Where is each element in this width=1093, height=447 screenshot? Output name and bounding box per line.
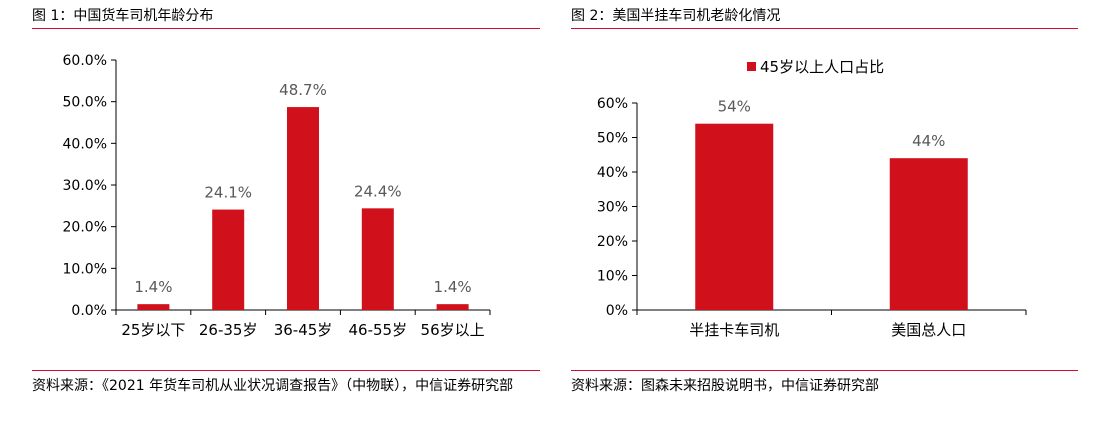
y-tick-label: 20% (597, 234, 628, 250)
figure-1-source-rule (32, 370, 540, 371)
age-distribution-chart: 0.0% 10.0% 20.0% 30.0% 40.0% 50.0% 60.0% 1.4% 25… (63, 53, 491, 339)
legend: 45岁以上人口占比 (747, 58, 884, 76)
figure-2-source-rule (571, 370, 1078, 371)
bar-3 (287, 107, 319, 310)
y-tick-label: 0% (606, 303, 628, 319)
y-tick-label: 60.0% (63, 53, 107, 69)
legend-swatch (747, 62, 756, 71)
y-tick-label: 40% (597, 165, 628, 181)
data-label: 1.4% (134, 278, 172, 296)
y-tick-label: 10% (597, 269, 628, 285)
bar-2 (889, 158, 968, 310)
figure-2-panel: 图 2：美国半挂车司机老龄化情况 0% 10% 20% 30% 40% 50% 60% 54%… (566, 0, 1093, 447)
data-label: 24.1% (204, 184, 252, 202)
y-tick-label: 0.0% (71, 303, 107, 319)
category-label: 美国总人口 (891, 321, 966, 339)
figure-2-title-rule (571, 28, 1078, 29)
category-label: 36-45岁 (274, 321, 333, 339)
bar-2 (212, 209, 245, 310)
category-label: 半挂卡车司机 (689, 321, 779, 339)
figure-1-title-rule (32, 28, 540, 29)
y-tick-label: 30.0% (63, 178, 107, 194)
figure-1-title: 图 1：中国货车司机年龄分布 (32, 8, 214, 24)
figure-2-source: 资料来源：图森未来招股说明书，中信证券研究部 (571, 378, 879, 394)
category-label: 46-55岁 (349, 321, 408, 339)
legend-label: 45岁以上人口占比 (760, 58, 884, 76)
data-label: 44% (912, 132, 945, 150)
y-tick-label: 30% (597, 200, 628, 216)
y-tick-label: 50.0% (63, 95, 107, 111)
bar-1 (137, 304, 170, 310)
y-tick-label: 60% (597, 96, 628, 112)
data-label: 1.4% (434, 278, 472, 296)
category-label: 25岁以下 (121, 321, 185, 339)
bar-4 (361, 208, 394, 310)
y-tick-label: 20.0% (63, 220, 107, 236)
data-label: 48.7% (279, 81, 327, 99)
figure-1-source: 资料来源：《2021 年货车司机从业状况调查报告》（中物联），中信证券研究部 (32, 378, 514, 394)
bar-1 (695, 123, 774, 310)
category-label: 56岁以上 (421, 321, 485, 339)
data-label: 24.4% (354, 182, 402, 200)
category-label: 26-35岁 (199, 321, 258, 339)
y-tick-label: 50% (597, 131, 628, 147)
figure-2-title: 图 2：美国半挂车司机老龄化情况 (571, 8, 781, 24)
figure-1-panel: 图 1：中国货车司机年龄分布 0.0% 10.0% 20.0% 30.0% 40.0% 5… (0, 0, 540, 447)
y-tick-label: 10.0% (63, 261, 107, 277)
aging-comparison-chart: 0% 10% 20% 30% 40% 50% 60% 54% 半挂卡车司机 44% 美国总人口 45岁… (597, 58, 1027, 339)
data-label: 54% (718, 98, 751, 116)
bar-5 (436, 304, 469, 310)
y-tick-label: 40.0% (63, 136, 107, 152)
